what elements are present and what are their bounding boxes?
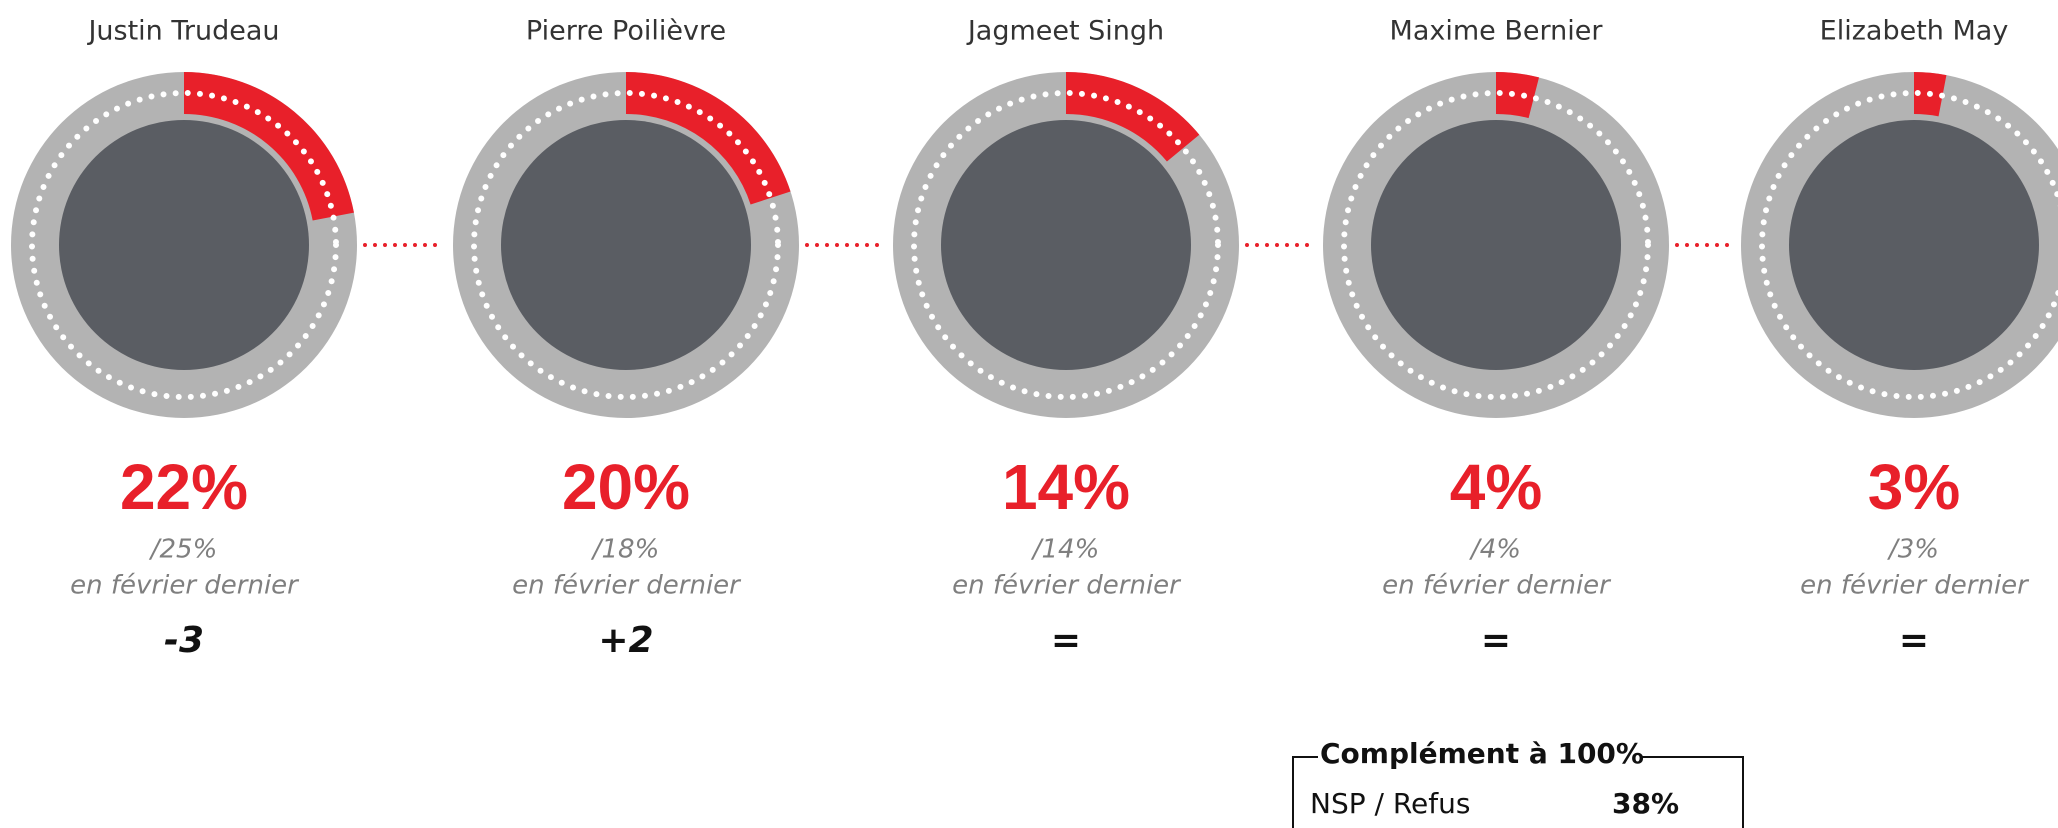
portrait <box>501 120 751 370</box>
complement-title: Complément à 100% <box>1320 737 1644 770</box>
portrait <box>941 120 1191 370</box>
value-label: 3% <box>1868 451 1961 523</box>
previous-note: en février dernier <box>512 571 742 601</box>
value-label: 4% <box>1450 451 1543 523</box>
complement-label: NSP / Refus <box>1310 787 1470 820</box>
value-label: 22% <box>120 451 248 523</box>
change-label: +2 <box>598 620 653 661</box>
portrait <box>1371 120 1621 370</box>
previous-note: en février dernier <box>70 571 300 601</box>
previous-label: /3% <box>1887 535 1939 565</box>
change-label: = <box>1051 620 1081 661</box>
change-label: = <box>1481 620 1511 661</box>
previous-note: en février dernier <box>1382 571 1612 601</box>
previous-label: /18% <box>591 535 660 565</box>
value-label: 20% <box>562 451 690 523</box>
change-label: -3 <box>164 620 204 661</box>
previous-note: en février dernier <box>952 571 1182 601</box>
change-label: = <box>1899 620 1929 661</box>
candidate-name: Pierre Poilièvre <box>526 16 726 47</box>
candidate-name: Elizabeth May <box>1820 16 2009 47</box>
previous-label: /14% <box>1031 535 1100 565</box>
candidate-name: Jagmeet Singh <box>966 16 1164 47</box>
complement-value: 38% <box>1612 787 1679 820</box>
candidate-name: Maxime Bernier <box>1390 16 1604 47</box>
value-label: 14% <box>1002 451 1130 523</box>
previous-label: /4% <box>1469 535 1521 565</box>
infographic: Complément à 100% NSP / Refus 38% Justin… <box>0 0 2058 828</box>
previous-label: /25% <box>149 535 218 565</box>
previous-note: en février dernier <box>1800 571 2030 601</box>
portrait <box>59 120 309 370</box>
candidate-name: Justin Trudeau <box>86 16 279 47</box>
portrait <box>1789 120 2039 370</box>
